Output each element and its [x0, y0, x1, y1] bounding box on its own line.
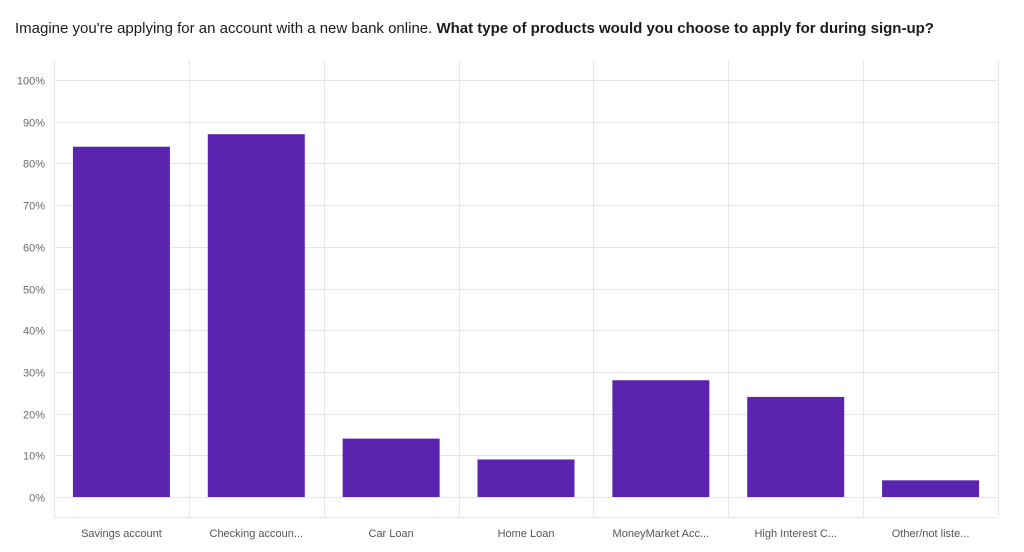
y-tick-label: 70%	[23, 201, 45, 213]
survey-question: Imagine you're applying for an account w…	[15, 19, 934, 39]
y-tick-label: 20%	[23, 410, 45, 422]
chart-labels: 0% 10% 20% 30% 40% 50% 60% 70% 80% 90% 100% Savings…	[17, 76, 970, 541]
y-tick-label: 40%	[23, 326, 45, 338]
x-category-label: Car Loan	[369, 528, 414, 540]
chart-bars	[72, 134, 980, 497]
y-tick-label: 60%	[23, 243, 45, 255]
x-category-label: MoneyMarket Acc...	[613, 528, 710, 540]
x-category-label: Checking accoun...	[210, 528, 304, 540]
bar[interactable]	[612, 380, 710, 497]
bar[interactable]	[207, 134, 305, 497]
y-tick-label: 0%	[29, 493, 45, 505]
question-emphasis: What type of products would you choose t…	[436, 20, 934, 37]
chart-grid	[54, 60, 999, 518]
y-tick-label: 100%	[17, 76, 45, 88]
y-tick-label: 80%	[23, 159, 45, 171]
bar[interactable]	[342, 438, 440, 497]
y-tick-label: 10%	[23, 451, 45, 463]
y-tick-label: 90%	[23, 118, 45, 130]
y-tick-label: 30%	[23, 368, 45, 380]
question-prefix: Imagine you're applying for an account w…	[15, 20, 433, 37]
bar[interactable]	[72, 146, 170, 497]
x-category-label: Savings account	[81, 528, 162, 540]
bar[interactable]	[477, 459, 575, 497]
bar[interactable]	[882, 480, 980, 497]
x-category-label: High Interest C...	[754, 528, 837, 540]
bar[interactable]	[747, 396, 845, 497]
x-category-label: Other/not liste...	[892, 528, 970, 540]
x-category-label: Home Loan	[498, 528, 555, 540]
y-tick-label: 50%	[23, 285, 45, 297]
